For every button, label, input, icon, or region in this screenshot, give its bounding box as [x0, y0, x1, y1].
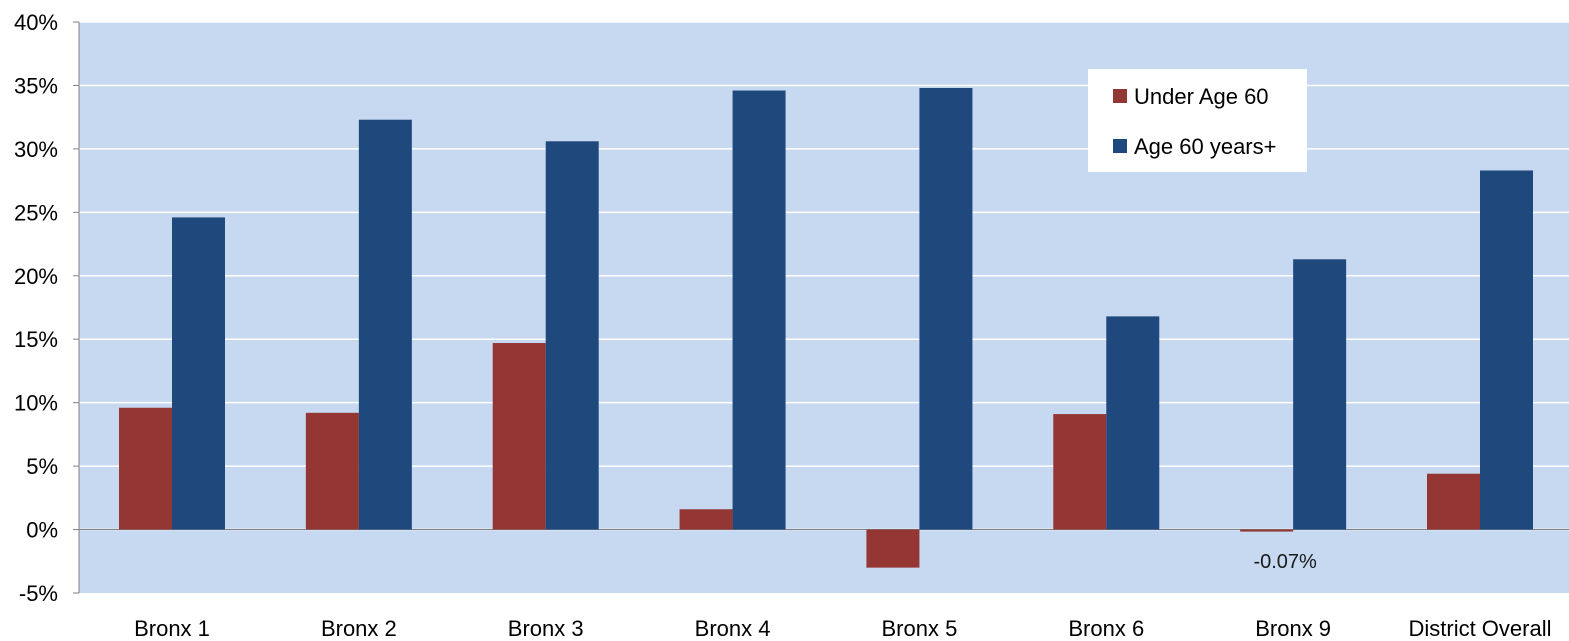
- legend-swatch-60-plus: [1113, 139, 1127, 153]
- bar-60-plus: [1293, 259, 1347, 530]
- y-tick-label: 40%: [14, 10, 58, 35]
- bars: [119, 87, 1533, 568]
- bar-60-plus: [1106, 316, 1160, 530]
- x-axis: Bronx 1 Bronx 2 Bronx 3 Bronx 4 Bronx 5 Bronx…: [134, 616, 1551, 641]
- y-axis: -5% 0% 5% 10% 15% 20% 25% 30% 35% 40%: [14, 10, 79, 606]
- data-label: -0.07%: [1253, 551, 1317, 573]
- x-tick-label: Bronx 1: [134, 616, 210, 641]
- x-tick-label: Bronx 4: [695, 616, 771, 641]
- y-tick-label: 20%: [14, 264, 58, 289]
- annotations: -0.07%: [1253, 551, 1317, 573]
- y-tick-label: -5%: [19, 581, 58, 606]
- bar-60-plus: [358, 119, 412, 530]
- legend-box: [1088, 69, 1307, 172]
- bar-under-60: [1240, 529, 1294, 532]
- bar-60-plus: [1480, 170, 1533, 530]
- bar-60-plus: [919, 87, 973, 530]
- x-tick-label: Bronx 5: [882, 616, 958, 641]
- bar-under-60: [1053, 414, 1107, 530]
- y-tick-label: 5%: [26, 454, 58, 479]
- bar-under-60: [679, 509, 733, 530]
- legend-label-60-plus: Age 60 years+: [1134, 134, 1276, 159]
- bar-under-60: [492, 343, 546, 530]
- bar-under-60: [305, 412, 359, 530]
- y-tick-label: 25%: [14, 200, 58, 225]
- bar-under-60: [866, 529, 920, 568]
- x-tick-label: District Overall: [1408, 616, 1551, 641]
- bar-60-plus: [545, 141, 599, 530]
- y-tick-label: 10%: [14, 391, 58, 416]
- legend: Under Age 60 Age 60 years+: [1088, 69, 1307, 172]
- y-tick-label: 30%: [14, 137, 58, 162]
- y-tick-label: 35%: [14, 73, 58, 98]
- legend-swatch-under-60: [1113, 89, 1127, 103]
- bar-60-plus: [732, 90, 786, 530]
- y-tick-label: 0%: [26, 518, 58, 543]
- bar-60-plus: [172, 217, 225, 530]
- x-tick-label: Bronx 9: [1255, 616, 1331, 641]
- bar-under-60: [119, 407, 172, 530]
- x-tick-label: Bronx 3: [508, 616, 584, 641]
- y-tick-label: 15%: [14, 327, 58, 352]
- x-tick-label: Bronx 6: [1068, 616, 1144, 641]
- legend-label-under-60: Under Age 60: [1134, 84, 1269, 109]
- bar-under-60: [1427, 473, 1480, 530]
- x-tick-label: Bronx 2: [321, 616, 397, 641]
